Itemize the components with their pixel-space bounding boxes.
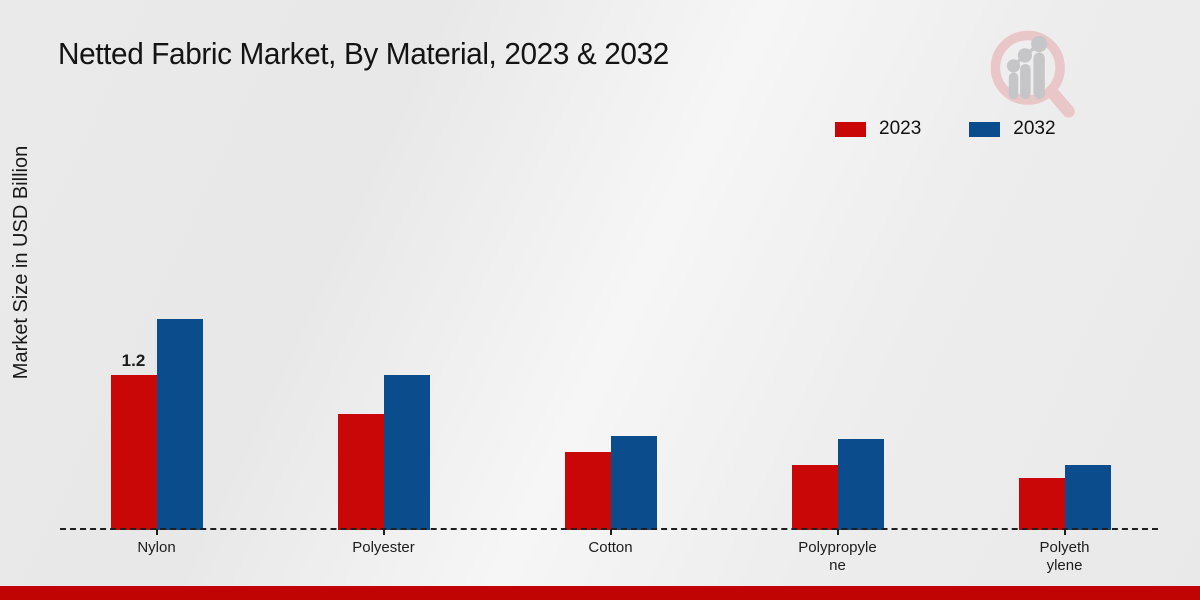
y-axis-label-wrap: Market Size in USD Billion [0,0,44,525]
x-tick-polypropylene [836,529,839,535]
x-tick-label-nylon: Nylon [137,539,176,556]
bar-2023-cotton [564,452,611,530]
x-tick-polyethylene [1063,529,1066,535]
bar-2032-polypropylene [837,439,884,530]
y-axis-label: Market Size in USD Billion [10,145,33,380]
bar-pair-polyester [337,280,430,530]
category-slot-polyester: Polyester [270,280,497,556]
footer-band [0,586,1200,600]
plot-area: 1.2 Nylon Polyester Cotton Polypropyle ne Poly… [43,280,1178,574]
legend: 2023 2032 [835,118,1056,140]
bar-pair-polyethylene [1018,280,1111,530]
x-tick-label-polypropylene: Polypropyle ne [798,539,877,574]
x-tick-label-polyethylene: Polyeth ylene [1039,539,1090,574]
x-axis-baseline [60,528,1158,530]
growth-chart-magnifier-logo [990,30,1075,118]
category-slot-polypropylene: Polypropyle ne [724,280,951,574]
legend-swatch-2023 [835,121,866,137]
category-slot-polyethylene: Polyeth ylene [951,280,1178,574]
bar-value-label-nylon-2023: 1.2 [121,351,146,370]
x-tick-label-cotton: Cotton [588,539,633,556]
bar-2023-polyethylene [1018,478,1065,530]
bar-2032-polyethylene [1064,465,1111,530]
category-slot-nylon: 1.2 Nylon [43,280,270,556]
x-tick-cotton [609,529,612,535]
legend-label-2032: 2032 [1013,118,1056,139]
x-tick-nylon [155,529,158,535]
bar-2032-nylon [156,319,203,530]
x-tick-label-polyester: Polyester [352,539,415,556]
bar-2032-polyester [383,375,430,530]
legend-swatch-2032 [969,121,1001,137]
legend-label-2023: 2023 [879,118,922,139]
bar-2032-cotton [610,436,657,530]
legend-item-2032: 2032 [969,118,1056,140]
chart-title: Netted Fabric Market, By Material, 2023 … [58,36,669,71]
bar-2023-polypropylene [791,465,838,530]
x-tick-polyester [382,529,385,535]
legend-item-2023: 2023 [835,118,921,140]
bar-pair-cotton [564,280,657,530]
bar-2023-nylon [110,375,157,530]
bar-pair-nylon: 1.2 [110,280,203,530]
bar-pair-polypropylene [791,280,884,530]
category-slot-cotton: Cotton [497,280,724,556]
bar-2023-polyester [337,414,384,530]
